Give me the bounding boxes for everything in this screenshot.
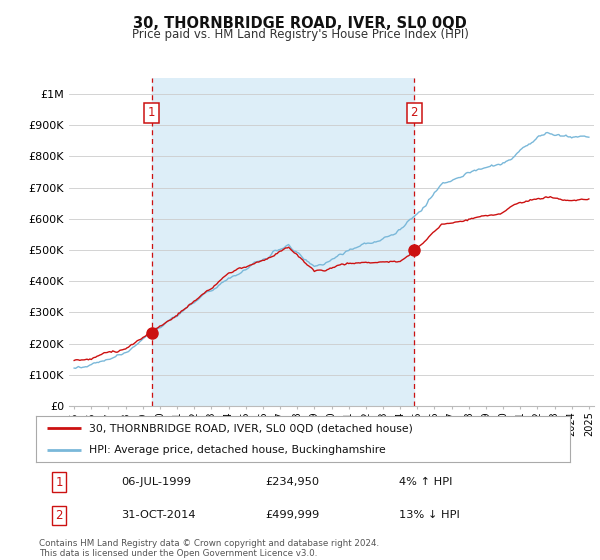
Text: 2: 2 [410,106,418,119]
Text: 1: 1 [55,475,63,489]
Text: 1: 1 [148,106,155,119]
Text: £234,950: £234,950 [266,477,320,487]
Text: 13% ↓ HPI: 13% ↓ HPI [399,510,460,520]
Text: Contains HM Land Registry data © Crown copyright and database right 2024.
This d: Contains HM Land Registry data © Crown c… [39,539,379,558]
Text: £499,999: £499,999 [266,510,320,520]
Bar [152,78,415,406]
Text: Price paid vs. HM Land Registry's House Price Index (HPI): Price paid vs. HM Land Registry's House … [131,28,469,41]
Text: HPI: Average price, detached house, Buckinghamshire: HPI: Average price, detached house, Buck… [89,445,386,455]
Text: 31-OCT-2014: 31-OCT-2014 [121,510,196,520]
Text: 30, THORNBRIDGE ROAD, IVER, SL0 0QD: 30, THORNBRIDGE ROAD, IVER, SL0 0QD [133,16,467,31]
Text: 4% ↑ HPI: 4% ↑ HPI [399,477,452,487]
Text: 30, THORNBRIDGE ROAD, IVER, SL0 0QD (detached house): 30, THORNBRIDGE ROAD, IVER, SL0 0QD (det… [89,423,413,433]
Text: 2: 2 [55,509,63,522]
Text: 06-JUL-1999: 06-JUL-1999 [121,477,191,487]
